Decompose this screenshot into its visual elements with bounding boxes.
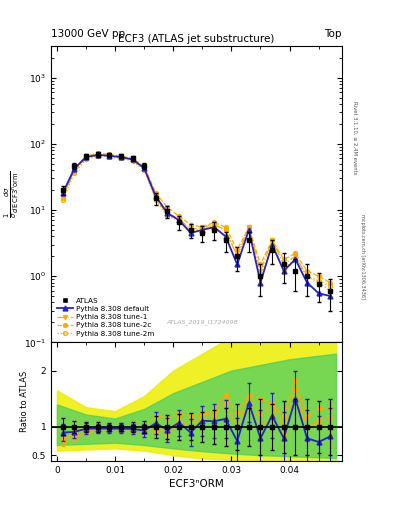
- Text: ATLAS_2019_I1724098: ATLAS_2019_I1724098: [167, 319, 238, 325]
- Title: ECF3 (ATLAS jet substructure): ECF3 (ATLAS jet substructure): [118, 34, 275, 44]
- Legend: ATLAS, Pythia 8.308 default, Pythia 8.308 tune-1, Pythia 8.308 tune-2c, Pythia 8: ATLAS, Pythia 8.308 default, Pythia 8.30…: [55, 295, 157, 339]
- Y-axis label: Ratio to ATLAS: Ratio to ATLAS: [20, 371, 29, 432]
- Text: mcplots.cern.ch [arXiv:1306.3436]: mcplots.cern.ch [arXiv:1306.3436]: [360, 214, 365, 298]
- X-axis label: ECF3ⁿORM: ECF3ⁿORM: [169, 479, 224, 489]
- Text: Rivet 3.1.10, ≥ 2.4M events: Rivet 3.1.10, ≥ 2.4M events: [352, 101, 357, 175]
- Text: 13000 GeV pp: 13000 GeV pp: [51, 29, 125, 39]
- Y-axis label: $\frac{1}{\sigma}\frac{d\sigma}{d\,\mathrm{ECF3^{n}orm}}$: $\frac{1}{\sigma}\frac{d\sigma}{d\,\math…: [3, 170, 21, 218]
- Text: Top: Top: [324, 29, 342, 39]
